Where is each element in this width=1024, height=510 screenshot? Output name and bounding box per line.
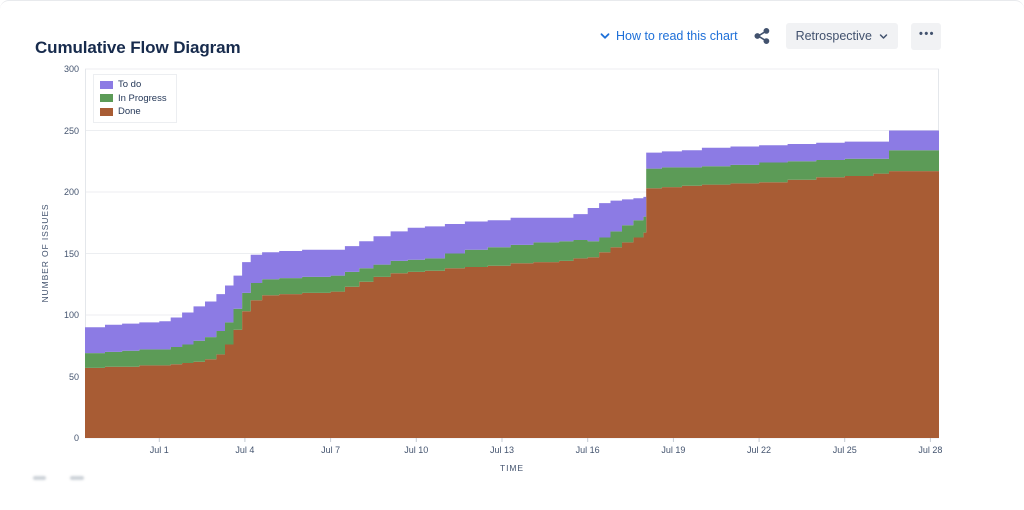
area-in-progress [85,150,939,368]
legend-label: Done [118,106,141,117]
legend-label: In Progress [118,92,167,104]
x-tick-label: Jul 1 [149,445,169,455]
area-done [85,169,939,438]
how-to-read-label: How to read this chart [615,29,738,43]
x-tick-label: Jul 19 [661,445,686,455]
chart-legend: To do In Progress Done [93,74,177,123]
chevron-down-icon [879,32,888,41]
x-tick-label: Jul 16 [575,445,600,455]
y-tick-label: 250 [63,125,79,136]
legend-item: To do [100,80,167,90]
more-options-icon: ••• [918,28,936,40]
y-tick-label: 300 [63,64,79,74]
legend-item: Done [100,107,167,117]
legend-swatch [100,80,113,89]
x-tick-label: Jul 7 [321,445,341,455]
chart-plot-area[interactable]: To do In Progress Done [85,68,939,442]
x-tick-label: Jul 10 [404,445,429,455]
retrospective-dropdown-label: Retrospective [795,29,872,43]
share-icon [753,27,771,45]
cutoff-text-artifact [33,476,46,480]
y-tick-label: 200 [63,187,79,197]
y-axis-tick-labels: 0 50 100 150 200 250 300 [0,64,79,444]
header-controls: How to read this chart Retrospective [599,22,941,50]
legend-swatch [100,107,113,116]
stacked-area-chart [85,68,939,442]
page-title: Cumulative Flow Diagram [35,38,241,58]
x-tick-label: Jul 28 [918,445,943,455]
y-tick-label: 100 [63,310,79,320]
area-to-do [85,130,939,354]
cutoff-text-artifact [70,476,84,480]
retrospective-dropdown[interactable]: Retrospective [785,23,898,49]
legend-item: In Progress [100,92,167,104]
legend-label: To do [118,79,142,90]
chevron-down-icon [599,30,611,42]
more-options-button[interactable]: ••• [911,22,941,50]
y-tick-label: 150 [63,248,79,259]
x-tick-label: Jul 25 [832,445,857,455]
y-tick-label: 0 [73,433,79,443]
x-tick-label: Jul 13 [489,445,515,455]
x-tick-label: Jul 22 [747,445,772,455]
x-tick-label: Jul 4 [235,445,255,455]
share-button[interactable] [751,25,773,47]
x-axis-tick-labels: Jul 1 Jul 4 Jul 7 Jul 10 Jul 13 Jul 16 Jul 19 J… [85,445,943,459]
how-to-read-link[interactable]: How to read this chart [599,29,738,43]
y-tick-label: 50 [68,371,79,382]
legend-swatch [100,94,113,103]
x-axis-title: TIME [500,463,524,473]
